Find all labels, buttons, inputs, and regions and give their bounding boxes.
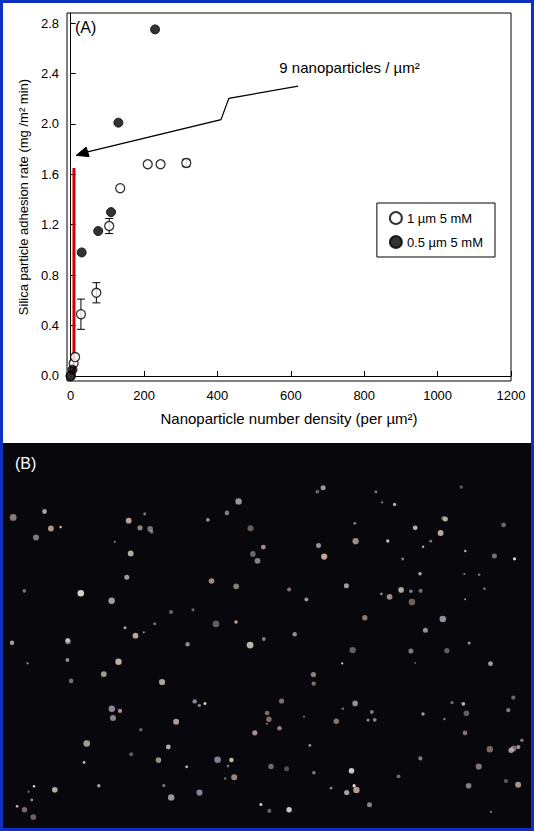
svg-text:(A): (A) <box>75 19 96 36</box>
svg-text:9 nanoparticles / µm²: 9 nanoparticles / µm² <box>279 59 419 76</box>
svg-text:(B): (B) <box>15 455 36 472</box>
svg-text:200: 200 <box>133 388 155 403</box>
svg-text:0.4: 0.4 <box>41 318 59 333</box>
svg-text:0: 0 <box>67 388 74 403</box>
svg-text:Nanoparticle number density (p: Nanoparticle number density (per µm²) <box>160 410 417 427</box>
svg-text:0.8: 0.8 <box>41 268 59 283</box>
svg-text:2.4: 2.4 <box>41 66 59 81</box>
svg-text:1.6: 1.6 <box>41 167 59 182</box>
svg-text:2.8: 2.8 <box>41 16 59 31</box>
svg-text:800: 800 <box>353 388 375 403</box>
svg-text:400: 400 <box>207 388 229 403</box>
svg-text:600: 600 <box>280 388 302 403</box>
svg-text:Silica particle adhesion rate: Silica particle adhesion rate (mg /m² mi… <box>16 79 31 315</box>
svg-text:1200: 1200 <box>497 388 526 403</box>
svg-text:1.2: 1.2 <box>41 217 59 232</box>
svg-text:0.5 µm 5 mM: 0.5 µm 5 mM <box>407 235 483 250</box>
svg-text:1 µm 5 mM: 1 µm 5 mM <box>407 211 472 226</box>
svg-text:1000: 1000 <box>423 388 452 403</box>
svg-text:0.0: 0.0 <box>41 368 59 383</box>
svg-text:2.0: 2.0 <box>41 116 59 131</box>
